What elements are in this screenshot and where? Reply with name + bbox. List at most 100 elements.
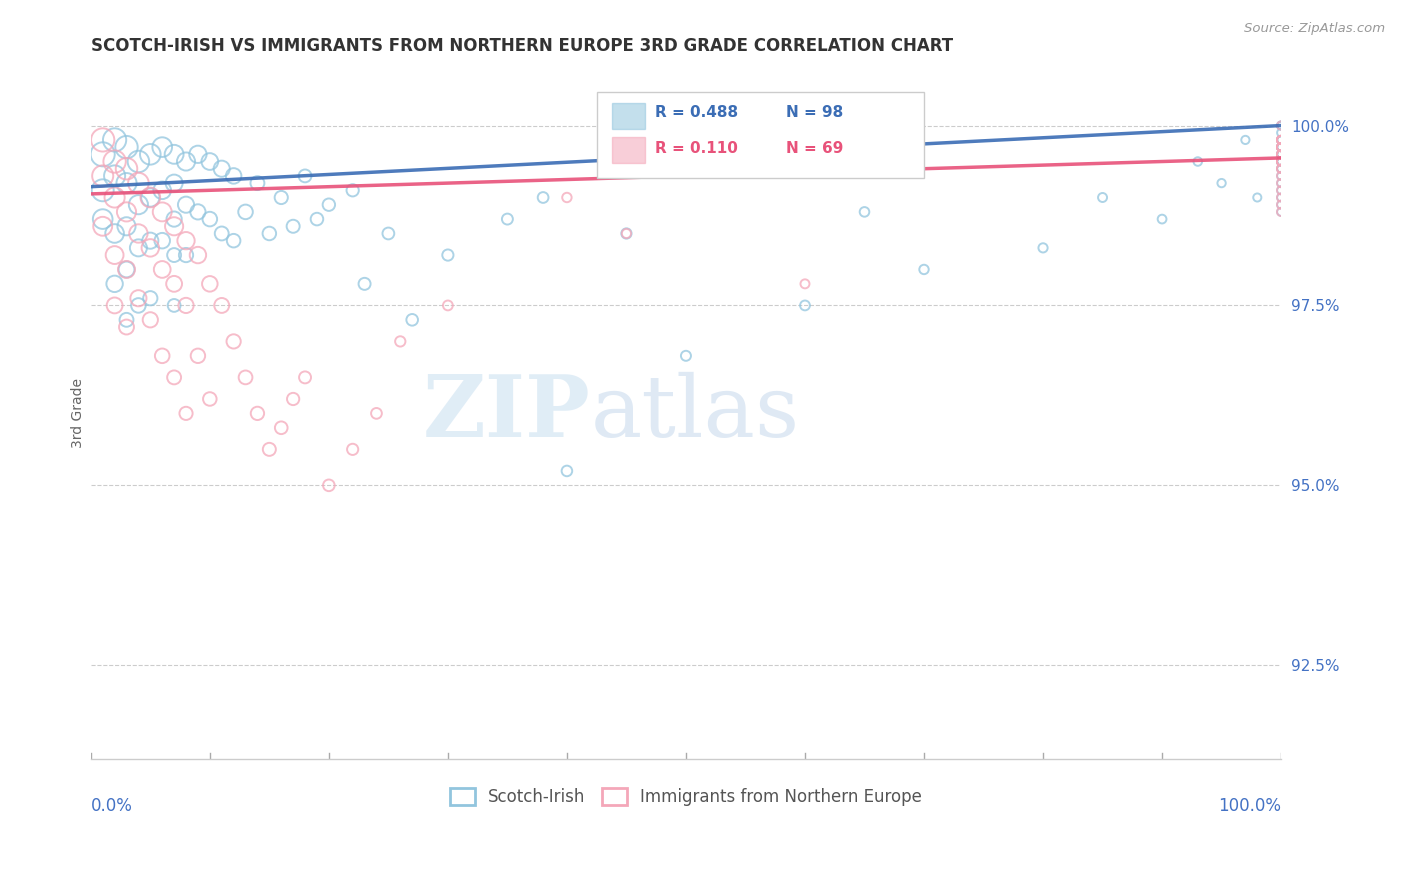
- Point: [1270, 183, 1292, 197]
- Point: [163, 147, 186, 161]
- Point: [163, 298, 186, 312]
- Point: [1270, 133, 1292, 147]
- Point: [389, 334, 412, 349]
- Text: N = 98: N = 98: [786, 105, 844, 120]
- Point: [675, 349, 697, 363]
- Text: atlas: atlas: [591, 372, 800, 455]
- Point: [1270, 147, 1292, 161]
- Point: [496, 212, 519, 227]
- Point: [437, 248, 460, 262]
- Point: [1270, 183, 1292, 197]
- Point: [294, 169, 316, 183]
- Point: [104, 154, 127, 169]
- Point: [342, 183, 364, 197]
- Point: [1270, 205, 1292, 219]
- Point: [104, 133, 127, 147]
- Point: [127, 298, 149, 312]
- Point: [794, 277, 817, 291]
- Point: [198, 154, 221, 169]
- Point: [104, 248, 127, 262]
- Point: [104, 190, 127, 204]
- Point: [174, 154, 197, 169]
- Text: R = 0.488: R = 0.488: [655, 105, 738, 120]
- Point: [1270, 119, 1292, 133]
- Point: [281, 392, 304, 406]
- Point: [1211, 176, 1233, 190]
- Point: [555, 464, 578, 478]
- Point: [174, 406, 197, 420]
- Text: ZIP: ZIP: [423, 371, 591, 456]
- Point: [91, 133, 114, 147]
- Point: [1270, 147, 1292, 161]
- Point: [1187, 154, 1209, 169]
- Point: [150, 234, 173, 248]
- Point: [1270, 154, 1292, 169]
- FancyBboxPatch shape: [612, 137, 645, 163]
- Point: [1270, 161, 1292, 176]
- Point: [150, 262, 173, 277]
- Point: [1270, 133, 1292, 147]
- Point: [187, 248, 209, 262]
- Point: [342, 442, 364, 457]
- Point: [1270, 161, 1292, 176]
- Point: [174, 298, 197, 312]
- Point: [150, 140, 173, 154]
- Point: [104, 298, 127, 312]
- Point: [1270, 140, 1292, 154]
- Point: [1270, 119, 1292, 133]
- Point: [318, 197, 340, 211]
- Point: [163, 248, 186, 262]
- Point: [1270, 133, 1292, 147]
- Point: [1270, 190, 1292, 204]
- Text: Source: ZipAtlas.com: Source: ZipAtlas.com: [1244, 22, 1385, 36]
- Point: [127, 197, 149, 211]
- Point: [187, 147, 209, 161]
- Point: [104, 227, 127, 241]
- Point: [115, 205, 138, 219]
- Point: [115, 176, 138, 190]
- Point: [211, 298, 233, 312]
- Point: [1270, 140, 1292, 154]
- Point: [1270, 147, 1292, 161]
- FancyBboxPatch shape: [612, 103, 645, 128]
- Point: [1270, 176, 1292, 190]
- Point: [377, 227, 399, 241]
- Point: [174, 234, 197, 248]
- Point: [222, 334, 245, 349]
- Point: [222, 169, 245, 183]
- Point: [794, 298, 817, 312]
- Point: [150, 183, 173, 197]
- Point: [1270, 147, 1292, 161]
- Point: [401, 313, 423, 327]
- Point: [1270, 205, 1292, 219]
- Point: [294, 370, 316, 384]
- Point: [1270, 154, 1292, 169]
- Y-axis label: 3rd Grade: 3rd Grade: [72, 378, 86, 449]
- Point: [616, 227, 638, 241]
- Point: [1270, 197, 1292, 211]
- Point: [163, 212, 186, 227]
- Point: [115, 262, 138, 277]
- Point: [1270, 190, 1292, 204]
- Point: [1234, 133, 1257, 147]
- Point: [1270, 147, 1292, 161]
- Point: [222, 234, 245, 248]
- Point: [211, 161, 233, 176]
- Point: [1270, 140, 1292, 154]
- Text: R = 0.110: R = 0.110: [655, 141, 738, 155]
- Point: [366, 406, 388, 420]
- Point: [139, 241, 162, 255]
- Point: [139, 147, 162, 161]
- Point: [163, 219, 186, 234]
- Point: [115, 140, 138, 154]
- Point: [1091, 190, 1114, 204]
- Point: [235, 205, 257, 219]
- Point: [139, 313, 162, 327]
- Point: [1270, 197, 1292, 211]
- Point: [616, 227, 638, 241]
- Point: [318, 478, 340, 492]
- Point: [270, 190, 292, 204]
- Point: [1246, 190, 1268, 204]
- Point: [91, 147, 114, 161]
- Point: [139, 190, 162, 204]
